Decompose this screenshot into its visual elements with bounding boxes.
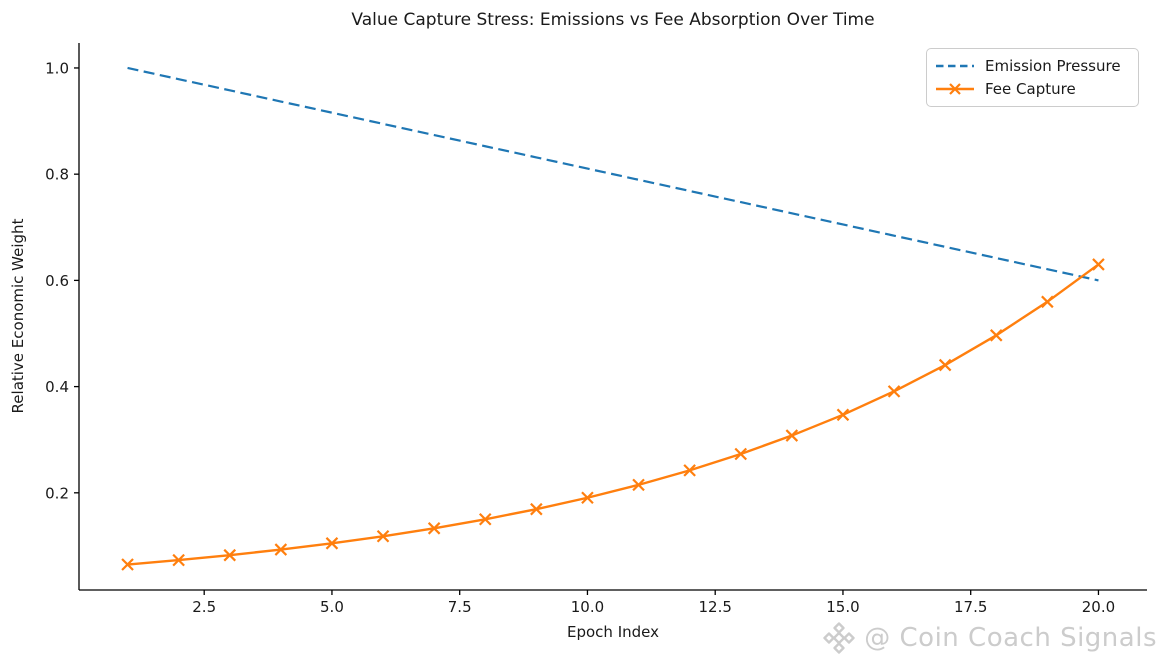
y-tick-label: 1.0 (45, 59, 69, 77)
fee-capture-line (127, 263, 1100, 566)
legend-label-emission-pressure: Emission Pressure (985, 56, 1121, 75)
watermark-text: @ Coin Coach Signals (864, 623, 1157, 653)
x-tick-label: 2.5 (192, 598, 216, 616)
emission-pressure-line-sample (936, 64, 974, 67)
emission-pressure-line (127, 66, 1099, 282)
x-tick-label: 20.0 (1082, 598, 1115, 616)
x-tick-label: 10.0 (571, 598, 604, 616)
x-tick-label: 12.5 (698, 598, 731, 616)
x-tick-label: 17.5 (954, 598, 987, 616)
x-tick-label: 5.0 (320, 598, 344, 616)
chart-title: Value Capture Stress: Emissions vs Fee A… (351, 10, 875, 30)
y-tick-label: 0.6 (45, 272, 69, 290)
x-axis-label: Epoch Index (567, 623, 659, 641)
y-tick-label: 0.2 (45, 484, 69, 502)
y-axis-label: Relative Economic Weight (9, 218, 27, 414)
fee-capture-markers (121, 258, 1105, 571)
fee-capture-line-sample (936, 83, 974, 96)
x-tick-label: 15.0 (826, 598, 859, 616)
legend-entry-emission-pressure: Emission Pressure (935, 57, 1130, 75)
legend: Emission Pressure Fee Capture (926, 48, 1139, 107)
legend-entry-fee-capture: Fee Capture (935, 80, 1130, 98)
legend-label-fee-capture: Fee Capture (985, 80, 1076, 99)
x-tick-label: 7.5 (448, 598, 472, 616)
watermark: @ Coin Coach Signals (821, 620, 1157, 656)
y-tick-label: 0.4 (45, 378, 69, 396)
coin-coach-logo-icon (823, 622, 855, 654)
y-tick-label: 0.8 (45, 166, 69, 184)
